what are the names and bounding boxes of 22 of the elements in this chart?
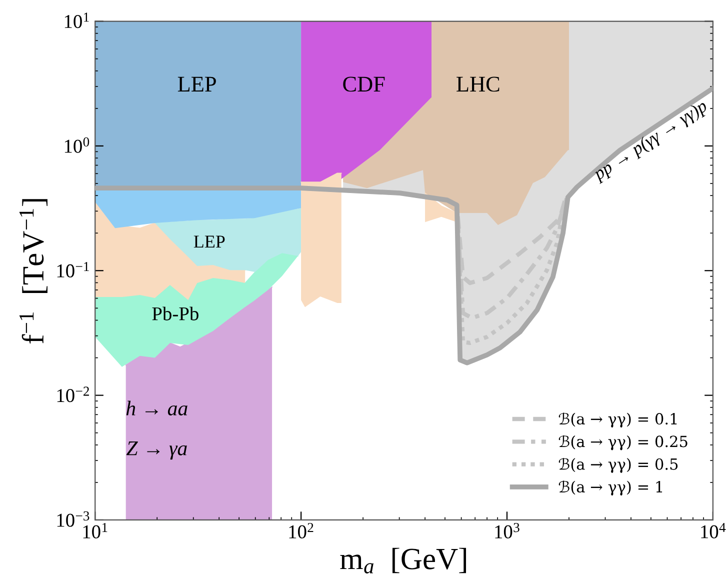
annotation: LEP [178,76,216,92]
x-axis-title: m$_{a}$ [GeV] [340,548,466,574]
annotation: Pb-Pb [152,306,198,320]
legend-label: ℬ(a → γγ) = 0.25 [558,435,688,450]
y-tick-label: 10$^{−1}$ [57,262,89,278]
legend-label: ℬ(a → γγ) = 1 [558,480,662,496]
y-tick-label: 10$^{−2}$ [57,386,89,402]
annotation: Z → γa [126,442,187,460]
annotation: h → aa [126,400,188,416]
y-tick-label: 10$^{0}$ [64,137,90,153]
x-tick-label: 10$^{2}$ [289,522,314,538]
legend-label: ℬ(a → γγ) = 0.1 [558,412,677,428]
x-tick-label: 10$^{4}$ [701,522,726,538]
y-tick-label: 10$^{1}$ [64,12,89,28]
x-tick-label: 10$^{1}$ [83,522,108,538]
y-axis-title: f$^{−1}$ [TeV$^{−1}$] [19,199,48,344]
x-tick-label: 10$^{3}$ [495,522,520,538]
annotation: CDF [343,76,385,92]
legend-label: ℬ(a → γγ) = 0.5 [558,458,678,473]
annotation: pp → p(γγ → γγ)p [590,98,710,184]
annotation: LHC [456,76,500,92]
annotation: LEP [194,236,225,248]
